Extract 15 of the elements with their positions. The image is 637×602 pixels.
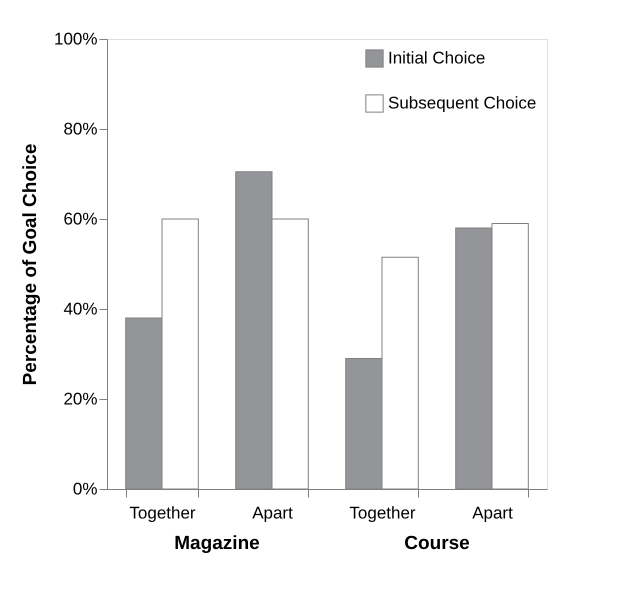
legend-label: Subsequent Choice [388, 94, 536, 112]
text: Course [404, 533, 470, 554]
text: Magazine [174, 533, 260, 554]
y-tick-label: 40% [63, 300, 98, 318]
y-tick-label: 20% [63, 390, 98, 408]
y-axis-title: Percentage of Goal Choice [20, 144, 42, 386]
x-tick-label: Apart [472, 504, 514, 522]
x-tick-label: Together [129, 504, 196, 522]
y-tick-label: 100% [54, 30, 98, 48]
x-tick-label: Apart [252, 504, 294, 522]
y-tick-label: 80% [63, 120, 98, 138]
legend-label: Initial Choice [388, 48, 486, 68]
y-tick-label: 0% [72, 480, 98, 498]
x-tick-label: Together [349, 504, 416, 522]
y-tick-label: 60% [63, 210, 98, 228]
